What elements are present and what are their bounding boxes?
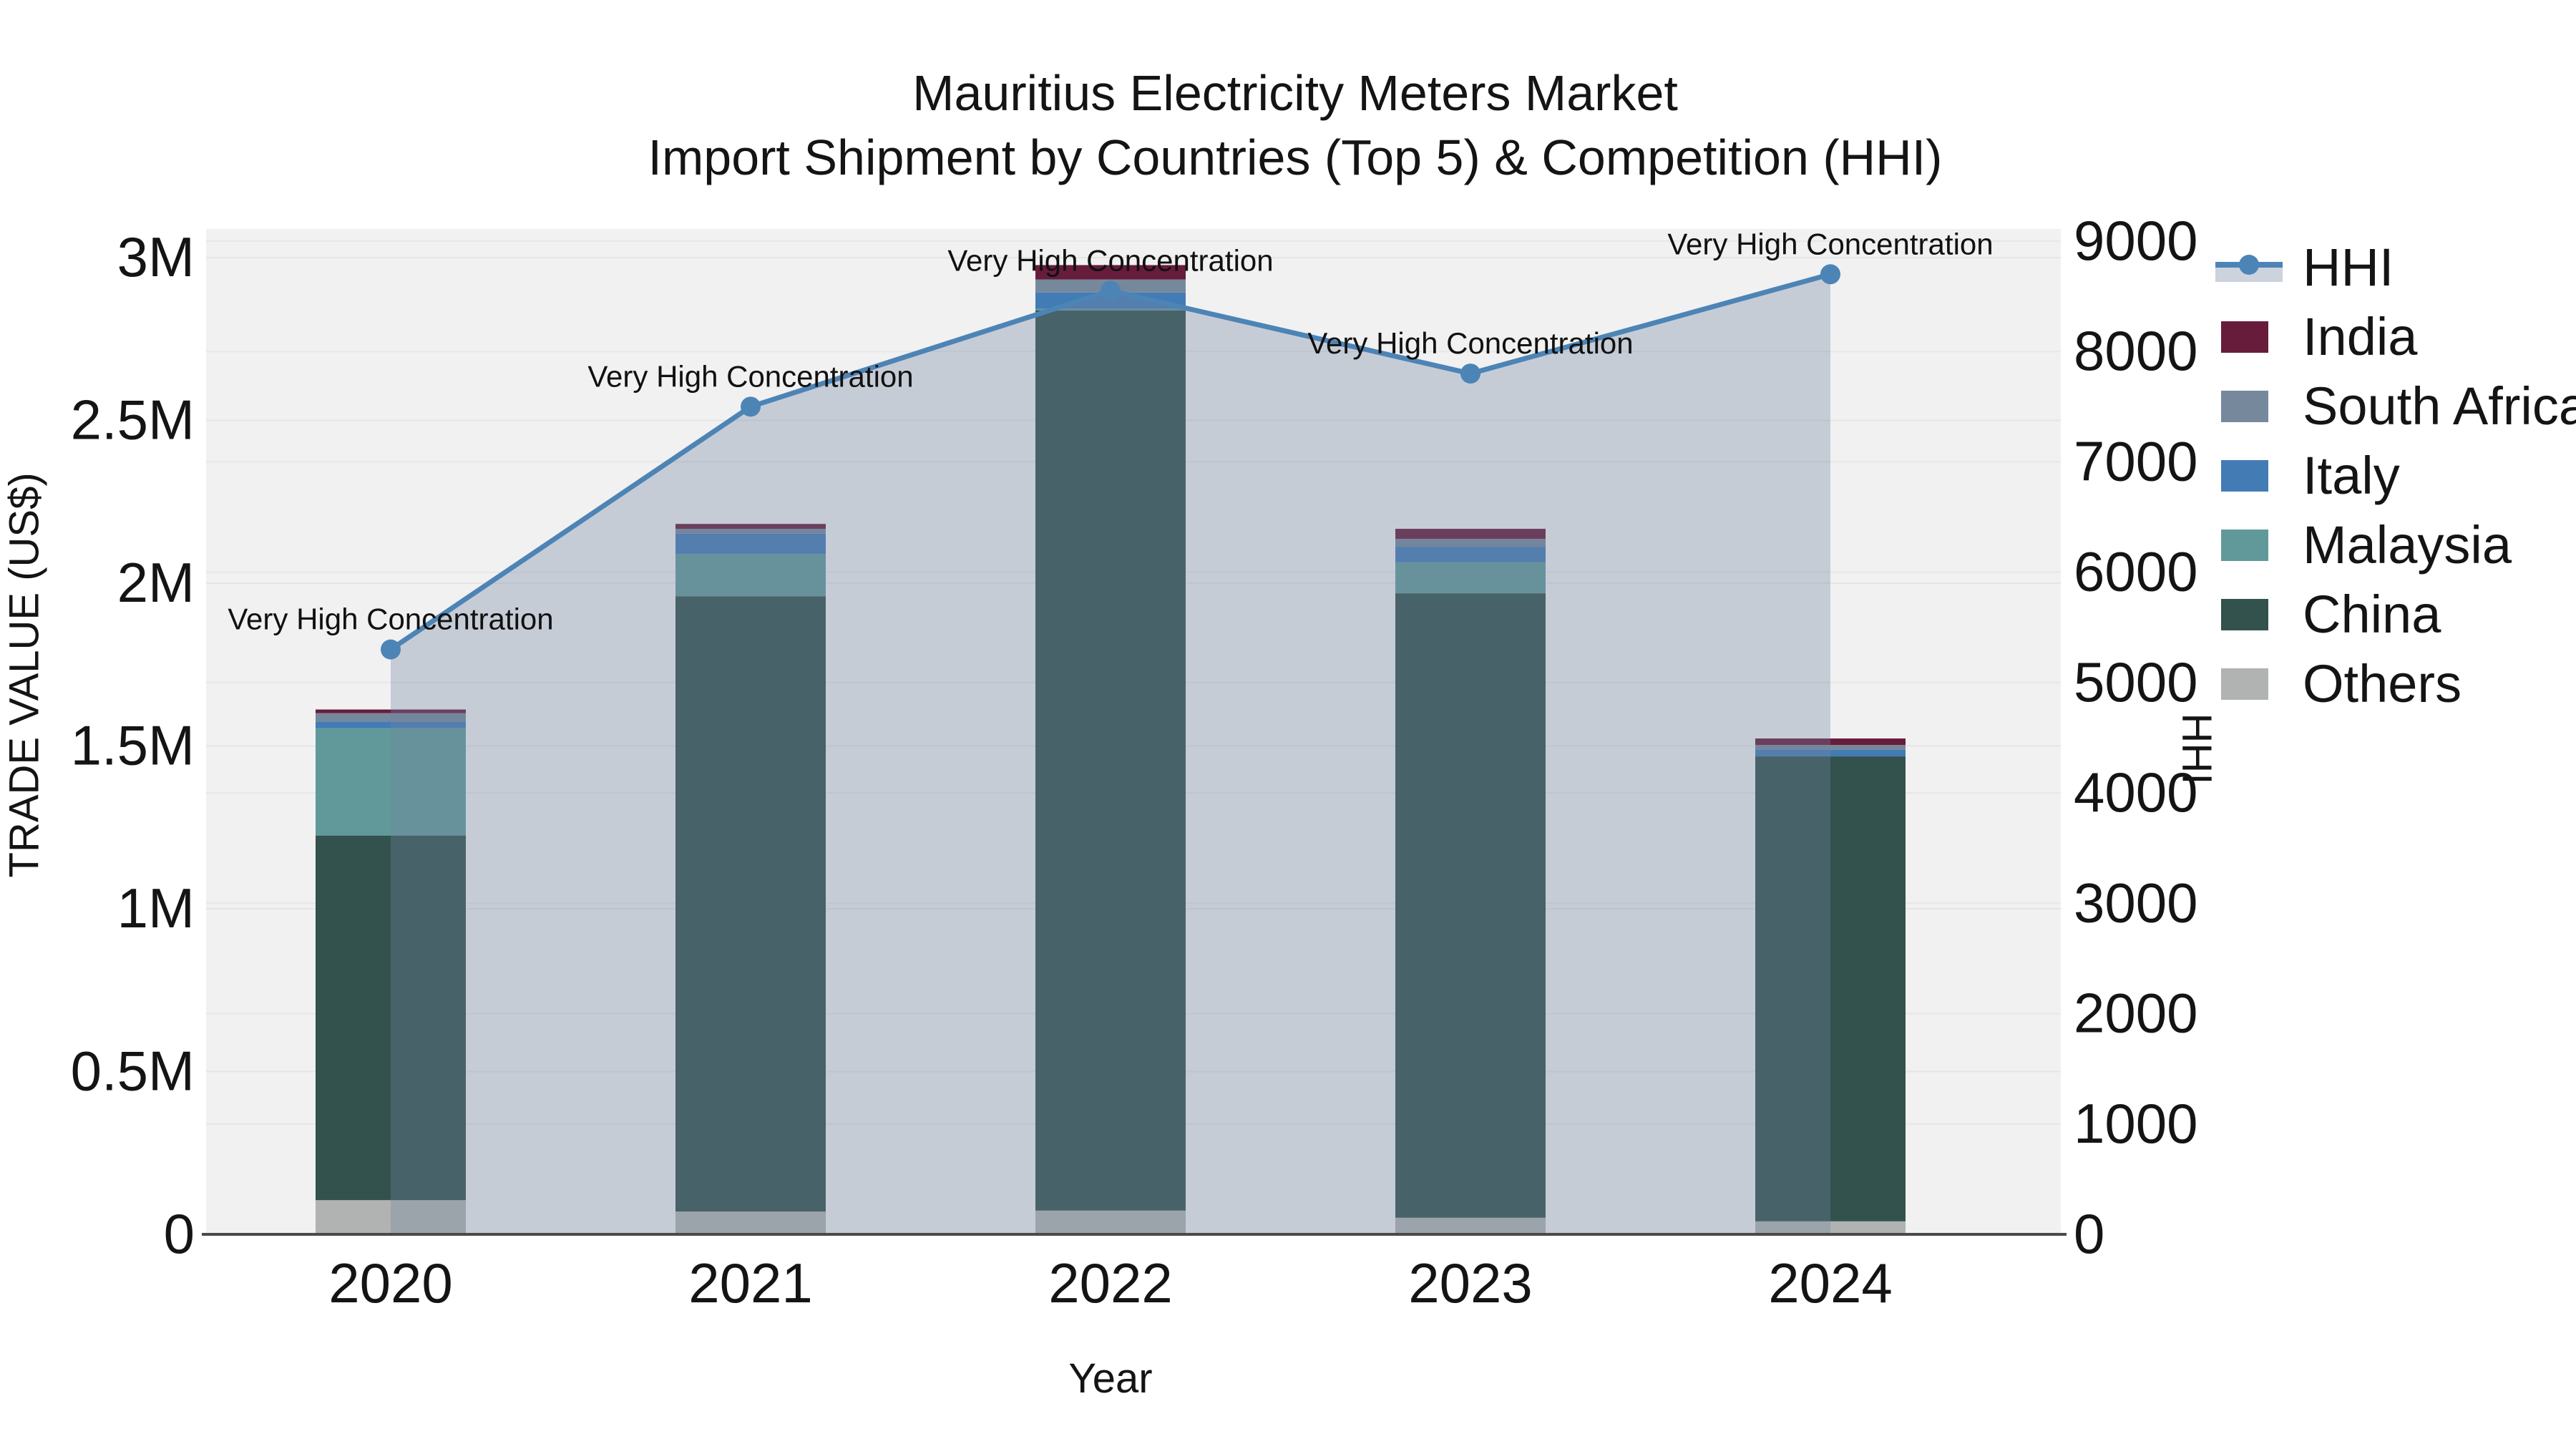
legend-label: China [2303,585,2441,644]
annotation-2020: Very High Concentration [228,602,553,636]
bar-segment-india-2023[interactable] [1395,529,1546,540]
china-color-swatch-icon [2215,598,2284,630]
bar-segment-india-2022[interactable] [1035,265,1186,280]
y-right-tick-label: 1000 [2074,1092,2198,1155]
bar-segment-others-2023[interactable] [1395,1217,1546,1234]
legend-label: HHI [2303,238,2394,297]
y-axis-title-right: HHI [2173,713,2220,785]
india-color-swatch-icon [2215,321,2284,353]
legend-item-china[interactable]: China [2215,580,2576,649]
legend-item-india[interactable]: India [2215,302,2576,371]
y-left-tick-label: 2.5M [71,389,195,452]
bar-segment-south-africa-2024[interactable] [1755,745,1906,750]
legend-item-others[interactable]: Others [2215,649,2576,718]
hhi-marker-2024[interactable] [1820,264,1840,285]
y-left-tick-label: 0 [164,1202,195,1265]
malaysia-color-swatch-icon [2215,529,2284,561]
bar-segment-india-2024[interactable] [1755,738,1906,746]
legend-item-italy[interactable]: Italy [2215,441,2576,510]
south-africa-color-swatch-icon [2215,390,2284,422]
y-right-tick-label: 5000 [2074,650,2198,713]
bar-segment-italy-2023[interactable] [1395,547,1546,562]
bar-segment-others-2024[interactable] [1755,1221,1906,1234]
bar-segment-others-2020[interactable] [316,1200,466,1234]
legend-item-south-africa[interactable]: South Africa [2215,371,2576,441]
legend-label: Malaysia [2303,515,2512,575]
y-left-tick-label: 1.5M [71,714,195,777]
hhi-marker-2020[interactable] [381,639,401,660]
legend-label: Others [2303,654,2462,713]
y-left-tick-label: 2M [117,551,195,614]
bar-segment-india-2020[interactable] [316,709,466,713]
x-tick-label-2022: 2022 [1048,1252,1173,1314]
bar-segment-italy-2024[interactable] [1755,749,1906,757]
y-left-tick-label: 3M [117,225,195,288]
y-left-tick-label: 1M [117,877,195,940]
bar-segment-south-africa-2021[interactable] [675,529,826,534]
x-tick-label-2023: 2023 [1408,1252,1533,1314]
legend: HHI India South Africa Italy Malaysia Ch… [2215,233,2576,718]
bar-segment-others-2022[interactable] [1035,1210,1186,1234]
legend-item-malaysia[interactable]: Malaysia [2215,510,2576,580]
italy-color-swatch-icon [2215,459,2284,492]
hhi-marker-2023[interactable] [1460,364,1480,384]
bar-segment-china-2023[interactable] [1395,593,1546,1218]
bar-segment-south-africa-2020[interactable] [316,713,466,722]
y-axis-title-left: TRADE VALUE (US$) [1,472,48,878]
bar-segment-malaysia-2022[interactable] [1035,308,1186,311]
bar-segment-malaysia-2021[interactable] [675,554,826,597]
hhi-marker-2022[interactable] [1101,280,1121,301]
bar-segment-italy-2020[interactable] [316,721,466,728]
bar-segment-china-2021[interactable] [675,596,826,1212]
others-color-swatch-icon [2215,668,2284,700]
annotation-2021: Very High Concentration [587,359,913,393]
hhi-area-fill [391,274,1830,1235]
hhi-line-marker-icon [2215,252,2284,283]
y-right-tick-label: 6000 [2074,540,2198,603]
bar-segment-china-2020[interactable] [316,835,466,1201]
y-right-tick-label: 9000 [2074,209,2198,272]
bar-segment-malaysia-2020[interactable] [316,728,466,836]
legend-label: Italy [2303,446,2400,505]
y-right-tick-label: 2000 [2074,982,2198,1045]
y-right-tick-label: 4000 [2074,761,2198,824]
y-right-tick-label: 7000 [2074,429,2198,492]
y-right-tick-label: 3000 [2074,871,2198,934]
bar-segment-italy-2021[interactable] [675,533,826,555]
legend-item-hhi[interactable]: HHI [2215,233,2576,302]
bar-segment-china-2022[interactable] [1035,310,1186,1211]
annotation-2023: Very High Concentration [1307,326,1633,360]
x-tick-label-2024: 2024 [1768,1252,1893,1314]
y-left-tick-label: 0.5M [71,1040,195,1103]
y-right-tick-label: 8000 [2074,319,2198,382]
annotation-2024: Very High Concentration [1667,227,1993,260]
legend-label: South Africa [2303,376,2576,436]
x-tick-label-2021: 2021 [688,1252,813,1314]
x-axis-title: Year [1068,1355,1153,1402]
legend-label: India [2303,307,2418,366]
y-right-tick-label: 0 [2074,1202,2104,1265]
chart-title-line1: Mauritius Electricity Meters Market [912,65,1678,121]
annotation-2022: Very High Concentration [947,243,1273,277]
bar-segment-malaysia-2023[interactable] [1395,562,1546,594]
hhi-marker-2021[interactable] [741,396,761,417]
x-tick-label-2020: 2020 [328,1252,453,1314]
chart-title-line2: Import Shipment by Countries (Top 5) & C… [648,130,1943,185]
bar-segment-others-2021[interactable] [675,1211,826,1234]
bar-segment-india-2021[interactable] [675,524,826,530]
bar-segment-south-africa-2023[interactable] [1395,539,1546,547]
bar-segment-china-2024[interactable] [1755,756,1906,1221]
